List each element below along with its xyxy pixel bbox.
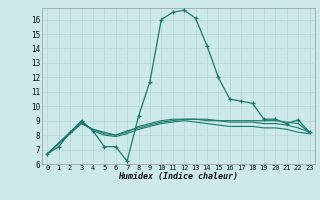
X-axis label: Humidex (Indice chaleur): Humidex (Indice chaleur) — [118, 172, 238, 182]
